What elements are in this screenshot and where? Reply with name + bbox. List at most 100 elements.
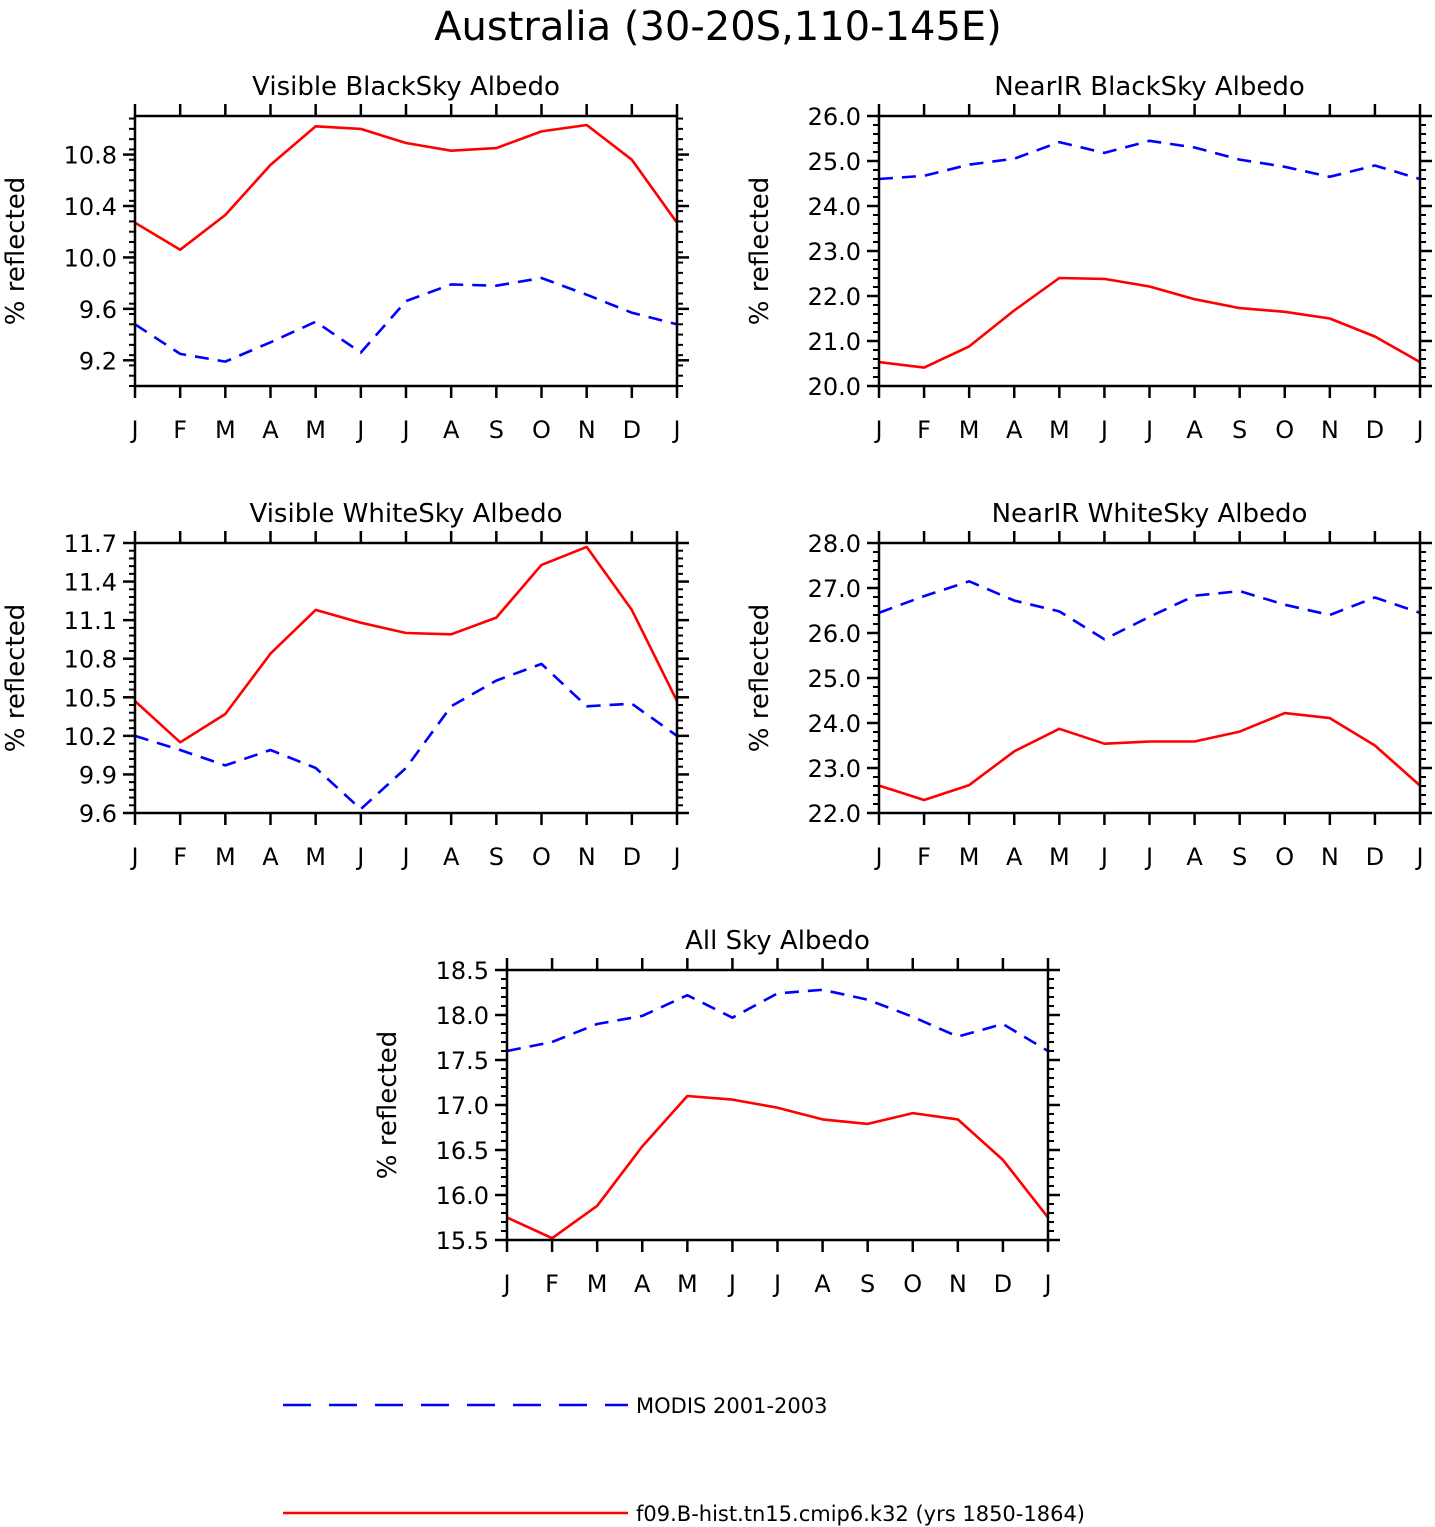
x-tick-label: D xyxy=(1366,416,1384,444)
x-tick-label: F xyxy=(917,843,931,871)
x-tick-label: O xyxy=(903,1270,922,1298)
panel-title: Visible BlackSky Albedo xyxy=(252,72,560,102)
x-tick-label: J xyxy=(772,1270,781,1298)
y-axis-title: % reflected xyxy=(745,177,775,325)
x-tick-label: A xyxy=(814,1270,831,1298)
x-tick-label: O xyxy=(1275,843,1294,871)
y-tick-label: 18.5 xyxy=(436,957,489,985)
x-tick-label: J xyxy=(873,843,882,871)
x-tick-label: S xyxy=(1232,843,1247,871)
x-tick-label: J xyxy=(129,843,138,871)
x-tick-label: M xyxy=(1049,416,1070,444)
x-tick-label: F xyxy=(173,843,187,871)
y-tick-label: 28.0 xyxy=(808,530,861,558)
y-axis-title: % reflected xyxy=(745,604,775,752)
x-tick-label: J xyxy=(873,416,882,444)
x-tick-label: A xyxy=(1186,843,1203,871)
x-tick-label: M xyxy=(215,416,236,444)
x-tick-label: A xyxy=(262,843,279,871)
legend: MODIS 2001-2003 f09.B-hist.tn15.cmip6.k3… xyxy=(283,1394,1085,1526)
panel-title: NearIR BlackSky Albedo xyxy=(994,72,1305,102)
x-tick-label: N xyxy=(1321,416,1339,444)
y-tick-label: 26.0 xyxy=(808,103,861,131)
x-tick-label: D xyxy=(1366,843,1384,871)
x-tick-label: J xyxy=(355,416,364,444)
series-line-modis xyxy=(879,139,1420,181)
y-axis-title: % reflected xyxy=(373,1031,403,1179)
y-tick-label: 9.6 xyxy=(79,800,117,828)
panel-title: Visible WhiteSky Albedo xyxy=(249,499,562,529)
series-line-model xyxy=(507,1094,1048,1240)
x-tick-label: D xyxy=(623,843,641,871)
legend-label-modis: MODIS 2001-2003 xyxy=(636,1394,827,1418)
y-tick-label: 15.5 xyxy=(436,1227,489,1255)
y-tick-label: 18.0 xyxy=(436,1002,489,1030)
x-tick-label: A xyxy=(1006,416,1023,444)
y-tick-label: 25.0 xyxy=(808,665,861,693)
x-tick-label: M xyxy=(215,843,236,871)
y-tick-label: 24.0 xyxy=(808,193,861,221)
x-tick-label: M xyxy=(587,1270,608,1298)
x-tick-label: N xyxy=(578,416,596,444)
series-line-model xyxy=(879,276,1420,369)
panel-title: NearIR WhiteSky Albedo xyxy=(992,499,1308,529)
plot-frame xyxy=(877,541,1422,815)
x-tick-label: D xyxy=(623,416,641,444)
x-tick-label: J xyxy=(671,416,680,444)
y-tick-label: 25.0 xyxy=(808,148,861,176)
plot-frame xyxy=(505,968,1050,1242)
y-tick-label: 10.2 xyxy=(64,723,117,751)
y-tick-label: 10.8 xyxy=(64,142,117,170)
x-tick-label: J xyxy=(501,1270,510,1298)
y-tick-label: 23.0 xyxy=(808,755,861,783)
figure-title: Australia (30-20S,110-145E) xyxy=(434,4,1002,50)
y-tick-label: 9.2 xyxy=(79,347,117,375)
y-tick-label: 26.0 xyxy=(808,620,861,648)
x-tick-label: J xyxy=(1144,416,1153,444)
x-tick-label: J xyxy=(1099,416,1108,444)
x-tick-label: O xyxy=(532,843,551,871)
x-tick-label: S xyxy=(1232,416,1247,444)
series-line-model xyxy=(135,123,677,251)
y-tick-label: 9.6 xyxy=(79,296,117,324)
x-tick-label: S xyxy=(489,416,504,444)
y-tick-label: 17.0 xyxy=(436,1092,489,1120)
y-tick-label: 10.8 xyxy=(64,646,117,674)
x-tick-label: S xyxy=(860,1270,875,1298)
plot-frame xyxy=(133,541,679,815)
x-tick-label: N xyxy=(949,1270,967,1298)
x-tick-label: O xyxy=(1275,416,1294,444)
legend-label-model: f09.B-hist.tn15.cmip6.k32 (yrs 1850-1864… xyxy=(636,1502,1085,1526)
x-tick-label: J xyxy=(355,843,364,871)
x-tick-label: A xyxy=(1006,843,1023,871)
x-tick-label: J xyxy=(1042,1270,1051,1298)
x-tick-label: A xyxy=(443,416,460,444)
x-tick-label: A xyxy=(634,1270,651,1298)
y-tick-label: 22.0 xyxy=(808,283,861,311)
x-tick-label: M xyxy=(1049,843,1070,871)
y-tick-label: 16.0 xyxy=(436,1182,489,1210)
x-tick-label: M xyxy=(305,416,326,444)
x-tick-label: J xyxy=(400,843,409,871)
x-tick-label: A xyxy=(1186,416,1203,444)
y-tick-label: 11.1 xyxy=(64,607,117,635)
series-line-modis xyxy=(135,276,677,363)
y-axis-title: % reflected xyxy=(1,177,31,325)
y-tick-label: 10.0 xyxy=(64,244,117,272)
y-tick-label: 16.5 xyxy=(436,1137,489,1165)
x-tick-label: J xyxy=(1414,416,1423,444)
panel-title: All Sky Albedo xyxy=(685,926,870,956)
x-tick-label: J xyxy=(671,843,680,871)
plot-frame xyxy=(877,114,1422,388)
x-tick-label: J xyxy=(1414,843,1423,871)
y-tick-label: 23.0 xyxy=(808,238,861,266)
x-tick-label: N xyxy=(578,843,596,871)
x-tick-label: M xyxy=(677,1270,698,1298)
x-tick-label: S xyxy=(489,843,504,871)
x-tick-label: F xyxy=(917,416,931,444)
